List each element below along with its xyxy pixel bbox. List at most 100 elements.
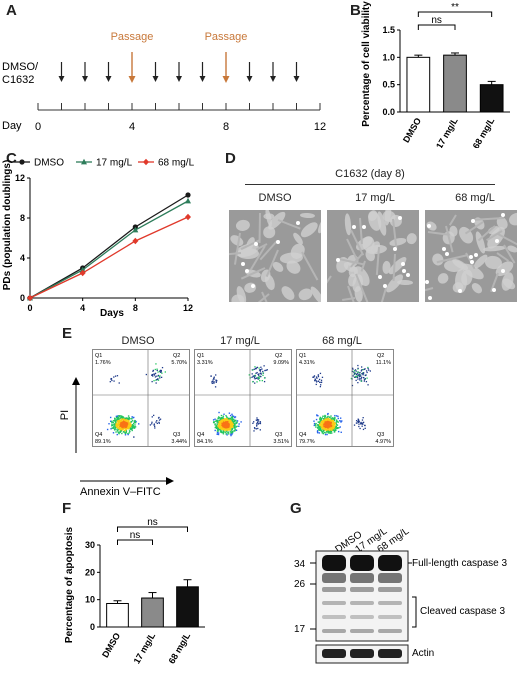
flow-event (254, 374, 256, 377)
flow-event (229, 419, 232, 421)
flow-plot-68mgl: Q1 4.31% Q2 11.1% Q4 79.7% Q3 4.97% (296, 349, 394, 447)
flow-event (213, 381, 215, 384)
flow-event (109, 416, 112, 419)
flow-event (158, 422, 160, 424)
flow-event (259, 422, 262, 425)
flow-event (263, 365, 265, 367)
flow-event (129, 421, 131, 423)
flow-event (153, 380, 155, 382)
flow-event (156, 369, 158, 372)
flow-event (219, 426, 221, 428)
flow-event (154, 427, 156, 429)
flow-event (218, 425, 221, 428)
flow-event (316, 430, 319, 432)
flow-event (230, 431, 232, 434)
quadrant-value-q1: 4.31% (299, 360, 315, 366)
panel-label-a: A (6, 2, 17, 19)
flow-event (319, 423, 321, 426)
bright-cell (296, 221, 301, 226)
quadrant-name-q4: Q4 (197, 432, 204, 438)
flow-event (121, 420, 123, 422)
flow-event (151, 421, 153, 423)
flow-event (227, 421, 229, 423)
flow-event (117, 427, 119, 429)
flow-event (218, 411, 220, 414)
flow-event (124, 422, 126, 424)
flow-event (339, 417, 342, 419)
flow-event (233, 422, 235, 424)
bright-cell (442, 246, 447, 251)
flow-event (336, 424, 339, 426)
flow-event (213, 376, 215, 378)
flow-event (122, 427, 124, 430)
flow-event (327, 427, 329, 429)
flow-event (360, 375, 362, 377)
quadrant-name-q4: Q4 (299, 432, 306, 438)
flow-event (255, 372, 257, 374)
flow-event (225, 433, 227, 435)
flow-event (262, 370, 264, 373)
quadrant-name-q2: Q2 (173, 353, 180, 359)
flow-event (113, 423, 115, 425)
flow-event (334, 414, 336, 417)
flow-event (114, 417, 116, 420)
bright-cell (377, 274, 382, 279)
flow-event (252, 369, 254, 371)
flow-event (319, 424, 321, 426)
flow-event (322, 430, 325, 432)
flow-event (231, 418, 233, 420)
flow-event (229, 421, 231, 423)
viability-significance-label: ns (431, 15, 442, 26)
flow-event (255, 367, 258, 369)
flow-event (319, 418, 321, 421)
flow-event (122, 431, 125, 433)
flow-event (253, 430, 255, 432)
flow-event (236, 425, 238, 428)
flow-event (122, 416, 125, 418)
micrograph-68mgl (425, 210, 517, 302)
flow-event (224, 429, 226, 432)
viability-ylabel: Percentage of cell viability (361, 1, 372, 127)
flow-event (151, 416, 153, 418)
flow-event (225, 424, 228, 426)
flow-event (260, 375, 262, 378)
flow-event (125, 422, 128, 425)
flow-event (127, 415, 130, 417)
flow-event (223, 420, 226, 422)
flow-event (219, 422, 221, 425)
flow-event (257, 378, 259, 380)
flow-event (129, 428, 131, 430)
flow-event (220, 420, 223, 422)
flow-event (111, 423, 113, 426)
flow-event (325, 432, 327, 434)
flow-event (161, 372, 163, 374)
flow-event (225, 414, 227, 417)
flow-event (118, 427, 120, 429)
flow-event (254, 367, 257, 370)
bright-cell (336, 257, 341, 262)
flow-event (357, 421, 360, 423)
flow-event (227, 417, 230, 420)
flow-event (113, 420, 115, 422)
flow-event (324, 415, 327, 417)
flow-event (214, 426, 216, 429)
cell-process (448, 214, 457, 226)
flow-event (156, 422, 158, 425)
flow-event (260, 366, 262, 368)
flow-event (256, 424, 258, 426)
flow-event (122, 417, 124, 419)
flow-event (226, 416, 228, 418)
quadrant-value-q3: 3.51% (273, 439, 289, 445)
flow-event (364, 424, 366, 427)
flow-event (318, 428, 321, 430)
flow-event (226, 434, 228, 436)
flow-event (215, 379, 217, 381)
flow-event (134, 421, 136, 424)
flow-event (119, 419, 122, 422)
flow-event (354, 369, 357, 371)
flow-event (327, 424, 329, 426)
flow-event (118, 424, 121, 426)
flow-event (358, 425, 360, 428)
pd-point (79, 269, 86, 277)
flow-event (331, 427, 334, 430)
